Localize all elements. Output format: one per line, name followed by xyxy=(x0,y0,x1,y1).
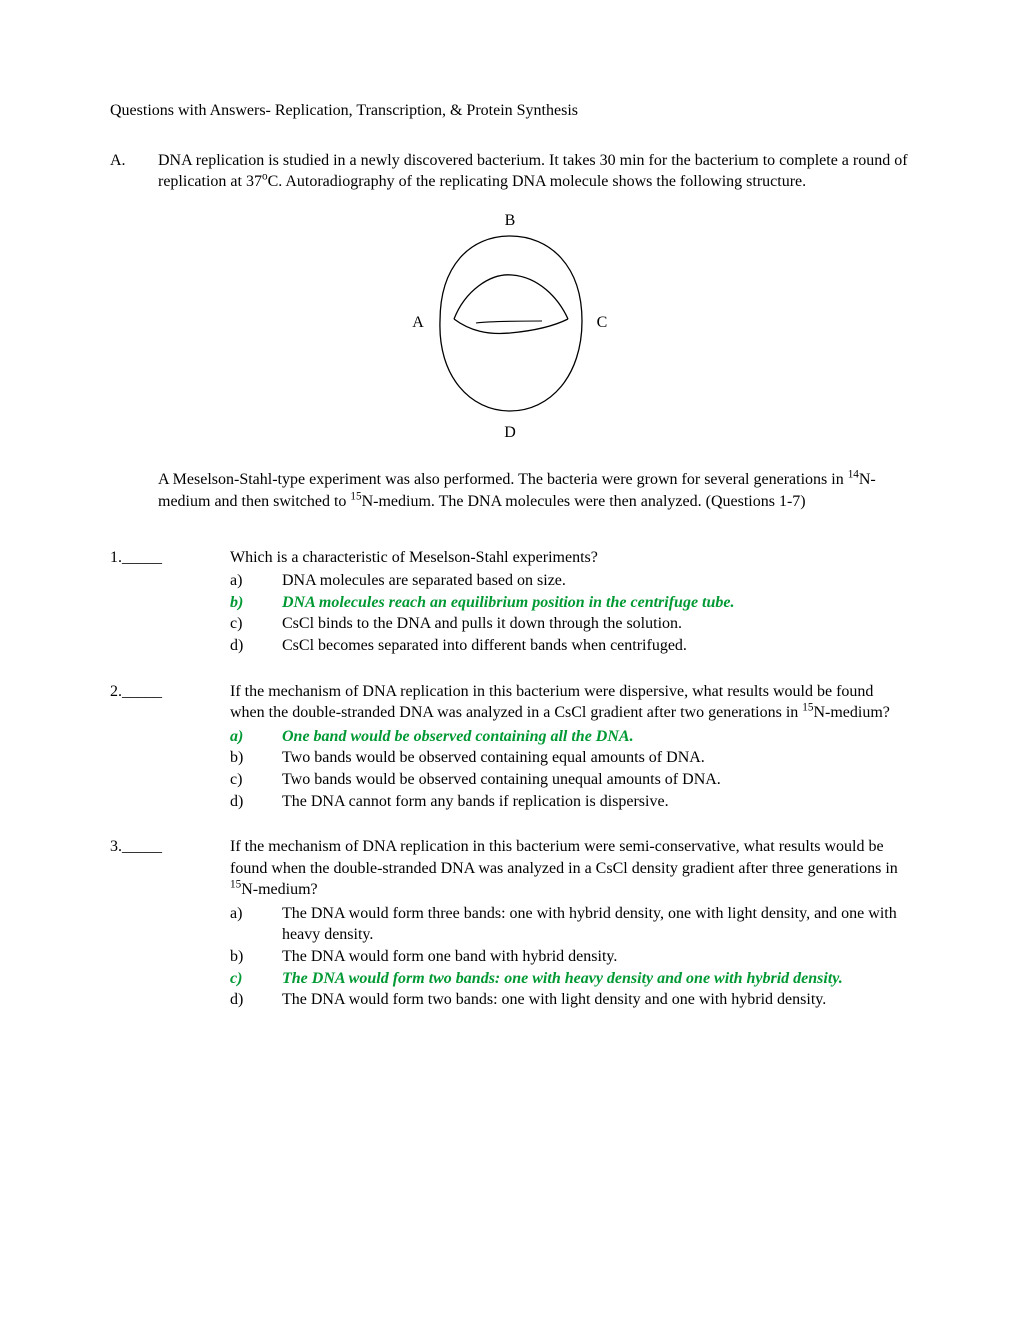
option-text: CsCl binds to the DNA and pulls it down … xyxy=(282,613,910,635)
question: 3._____If the mechanism of DNA replicati… xyxy=(110,836,910,1011)
diagram-label-a: A xyxy=(412,314,424,331)
option: a)The DNA would form three bands: one wi… xyxy=(230,903,910,946)
option: c)Two bands would be observed containing… xyxy=(230,769,910,791)
option-label: b) xyxy=(230,747,282,769)
question-stem: If the mechanism of DNA replication in t… xyxy=(230,681,910,724)
question: 1._____Which is a characteristic of Mese… xyxy=(110,547,910,657)
option-text: The DNA would form three bands: one with… xyxy=(282,903,910,946)
option: d)The DNA would form two bands: one with… xyxy=(230,989,910,1011)
option-text: Two bands would be observed containing u… xyxy=(282,769,910,791)
option-text: The DNA cannot form any bands if replica… xyxy=(282,791,910,813)
option-text: One band would be observed containing al… xyxy=(282,726,910,748)
option-answer: c)The DNA would form two bands: one with… xyxy=(230,968,910,990)
question-number: 2._____ xyxy=(110,681,230,813)
page-title: Questions with Answers- Replication, Tra… xyxy=(110,100,910,122)
replication-diagram: B A C D xyxy=(110,211,910,448)
option-text: The DNA would form two bands: one with l… xyxy=(282,989,910,1011)
option-answer: b)DNA molecules reach an equilibrium pos… xyxy=(230,592,910,614)
option-label: c) xyxy=(230,769,282,791)
question-stem: If the mechanism of DNA replication in t… xyxy=(230,836,910,901)
diagram-bubble-top xyxy=(454,275,568,319)
option-text: The DNA would form two bands: one with h… xyxy=(282,968,910,990)
question-body: If the mechanism of DNA replication in t… xyxy=(230,836,910,1011)
question-body: If the mechanism of DNA replication in t… xyxy=(230,681,910,813)
question-body: Which is a characteristic of Meselson-St… xyxy=(230,547,910,657)
question-stem: Which is a characteristic of Meselson-St… xyxy=(230,547,910,569)
option-label: d) xyxy=(230,791,282,813)
option: a)DNA molecules are separated based on s… xyxy=(230,570,910,592)
option-label: c) xyxy=(230,968,282,990)
option-text: DNA molecules reach an equilibrium posit… xyxy=(282,592,910,614)
option: d)CsCl becomes separated into different … xyxy=(230,635,910,657)
option-label: a) xyxy=(230,726,282,748)
diagram-label-b: B xyxy=(505,212,516,229)
option: c)CsCl binds to the DNA and pulls it dow… xyxy=(230,613,910,635)
section-post-diagram: A Meselson-Stahl-type experiment was als… xyxy=(158,469,910,512)
option-text: DNA molecules are separated based on siz… xyxy=(282,570,910,592)
option-label: b) xyxy=(230,592,282,614)
section-label: A. xyxy=(110,150,158,193)
option-answer: a)One band would be observed containing … xyxy=(230,726,910,748)
option: b)Two bands would be observed containing… xyxy=(230,747,910,769)
question-number: 3._____ xyxy=(110,836,230,1011)
option-label: a) xyxy=(230,903,282,946)
section-a: A. DNA replication is studied in a newly… xyxy=(110,150,910,193)
diagram-mid-strand xyxy=(476,321,542,323)
option-text: The DNA would form one band with hybrid … xyxy=(282,946,910,968)
option-label: d) xyxy=(230,989,282,1011)
option-label: b) xyxy=(230,946,282,968)
option: b)The DNA would form one band with hybri… xyxy=(230,946,910,968)
option-label: d) xyxy=(230,635,282,657)
questions-list: 1._____Which is a characteristic of Mese… xyxy=(110,547,910,1011)
question-number: 1._____ xyxy=(110,547,230,657)
question: 2._____If the mechanism of DNA replicati… xyxy=(110,681,910,813)
option: d)The DNA cannot form any bands if repli… xyxy=(230,791,910,813)
diagram-label-d: D xyxy=(504,424,516,441)
section-intro: DNA replication is studied in a newly di… xyxy=(158,150,910,193)
option-label: a) xyxy=(230,570,282,592)
option-label: c) xyxy=(230,613,282,635)
option-text: Two bands would be observed containing e… xyxy=(282,747,910,769)
diagram-label-c: C xyxy=(597,314,608,331)
option-text: CsCl becomes separated into different ba… xyxy=(282,635,910,657)
